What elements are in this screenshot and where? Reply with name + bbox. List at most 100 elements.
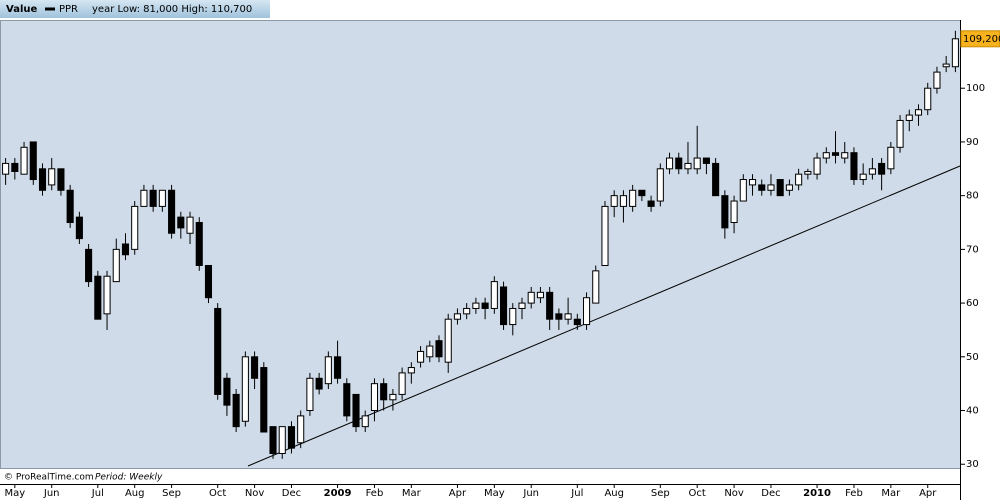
x-tick-label: May bbox=[484, 488, 505, 499]
x-tick-label: 2010 bbox=[803, 488, 831, 499]
candle-body bbox=[278, 426, 286, 454]
candle-body bbox=[859, 173, 867, 181]
candle-body bbox=[951, 38, 959, 68]
candle-body bbox=[767, 184, 775, 191]
x-tick-label: Sep bbox=[651, 488, 670, 499]
x-tick-label: Jun bbox=[522, 488, 539, 499]
candle-body bbox=[490, 281, 498, 309]
candle-body bbox=[536, 291, 544, 299]
x-tick-label: Jul bbox=[570, 488, 583, 499]
candle-body bbox=[601, 205, 609, 266]
candle-body bbox=[29, 141, 37, 181]
x-tick-label: Dec bbox=[282, 488, 301, 499]
candle-body bbox=[665, 157, 674, 170]
candle-body bbox=[822, 152, 830, 159]
candle-body bbox=[168, 189, 176, 234]
candle-body bbox=[214, 307, 222, 395]
candle-body bbox=[251, 356, 259, 379]
candle-body bbox=[453, 313, 461, 320]
y-tick-label: 40 bbox=[966, 406, 979, 417]
candle-body bbox=[407, 367, 415, 374]
candle-body bbox=[269, 426, 277, 454]
y-tick-label: 50 bbox=[966, 352, 979, 363]
candle-body bbox=[527, 291, 535, 304]
candle-body bbox=[75, 216, 83, 240]
candle-body bbox=[546, 291, 554, 320]
candle-body bbox=[684, 162, 692, 170]
candle-body bbox=[66, 189, 74, 224]
candle-body bbox=[647, 200, 655, 207]
candle-body bbox=[121, 243, 130, 256]
header-label: Value bbox=[6, 4, 37, 15]
candle-body bbox=[389, 393, 397, 401]
candle-body bbox=[518, 302, 526, 309]
candle-body bbox=[712, 162, 720, 197]
candle-body bbox=[2, 162, 10, 175]
candle-body bbox=[481, 302, 489, 309]
candle-body bbox=[370, 383, 378, 412]
candle-body bbox=[850, 152, 858, 181]
candle-body bbox=[352, 393, 360, 428]
candle-body bbox=[564, 313, 572, 320]
candle-body bbox=[361, 415, 369, 428]
x-tick-label: 2009 bbox=[324, 488, 352, 499]
candle-body bbox=[730, 200, 738, 224]
candle-body bbox=[20, 146, 28, 175]
candle-body bbox=[306, 377, 314, 412]
candle-body bbox=[776, 179, 784, 197]
candle-body bbox=[149, 189, 157, 207]
candle-body bbox=[933, 71, 941, 89]
candle-body bbox=[472, 302, 480, 309]
candle-body bbox=[103, 275, 111, 315]
candle-body bbox=[693, 157, 701, 170]
candle-body bbox=[85, 248, 93, 283]
x-tick-label: Feb bbox=[366, 488, 384, 499]
header-bar bbox=[0, 0, 270, 18]
candle-body bbox=[398, 372, 406, 395]
candle-body bbox=[380, 383, 388, 401]
candle-body bbox=[11, 162, 19, 172]
candle-body bbox=[112, 248, 120, 283]
subtitle: year Low: 81,000 High: 110,700 bbox=[92, 4, 252, 15]
x-tick-label: May bbox=[4, 488, 25, 499]
candle-body bbox=[831, 152, 840, 156]
candle-body bbox=[868, 168, 876, 175]
candle-body bbox=[426, 345, 434, 358]
x-tick-label: Mar bbox=[402, 488, 422, 499]
candle-body bbox=[241, 356, 249, 422]
candle-body bbox=[841, 152, 849, 159]
candle-body bbox=[232, 393, 240, 428]
candle-body bbox=[38, 168, 47, 191]
candle-body bbox=[287, 426, 296, 449]
candle-body bbox=[57, 168, 65, 191]
x-tick-label: Dec bbox=[761, 488, 780, 499]
candle-body bbox=[702, 157, 710, 164]
candle-body bbox=[509, 307, 517, 326]
candle-body bbox=[573, 318, 581, 326]
candle-body bbox=[942, 63, 950, 68]
candle-body bbox=[555, 313, 563, 320]
candle-body bbox=[739, 179, 747, 202]
candle-body bbox=[223, 377, 231, 406]
candle-body bbox=[158, 189, 166, 207]
candle-body bbox=[785, 184, 793, 191]
y-tick-label: 60 bbox=[966, 298, 979, 309]
candle-body bbox=[656, 168, 664, 202]
x-tick-label: Nov bbox=[724, 488, 744, 499]
y-tick-label: 30 bbox=[966, 459, 979, 470]
plot-area bbox=[0, 20, 961, 469]
y-tick-label: 100 bbox=[966, 83, 985, 94]
x-tick-label: Aug bbox=[604, 488, 624, 499]
footer-source: © ProRealTime.com bbox=[4, 473, 94, 483]
candle-body bbox=[758, 184, 766, 191]
x-tick-label: Mar bbox=[881, 488, 901, 499]
candle-body bbox=[315, 377, 323, 390]
candle-body bbox=[592, 270, 600, 304]
candle-body bbox=[804, 170, 812, 175]
x-tick-label: Oct bbox=[209, 488, 226, 499]
candle-body bbox=[629, 189, 637, 207]
candle-body bbox=[260, 367, 268, 433]
x-tick-label: Aug bbox=[125, 488, 145, 499]
candle-body bbox=[675, 157, 683, 170]
